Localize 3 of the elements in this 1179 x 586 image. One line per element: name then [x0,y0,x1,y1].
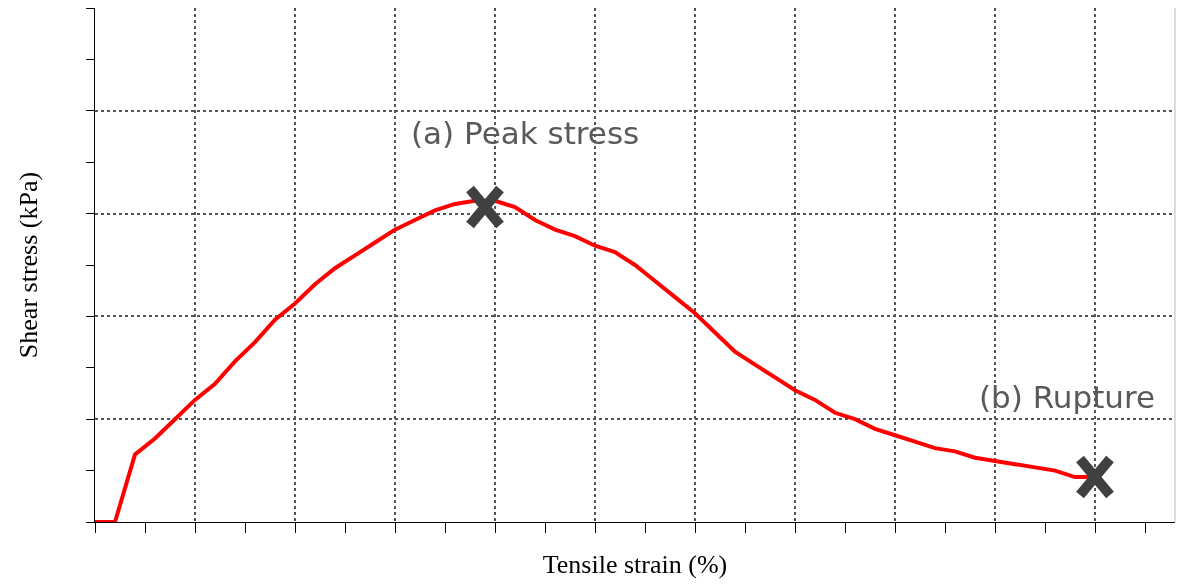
text: (a) Peak stress [411,115,640,151]
y-axis-title: Shear stress (kPa) [14,171,44,359]
x-axis-title: Tensile strain (%) [542,549,728,579]
